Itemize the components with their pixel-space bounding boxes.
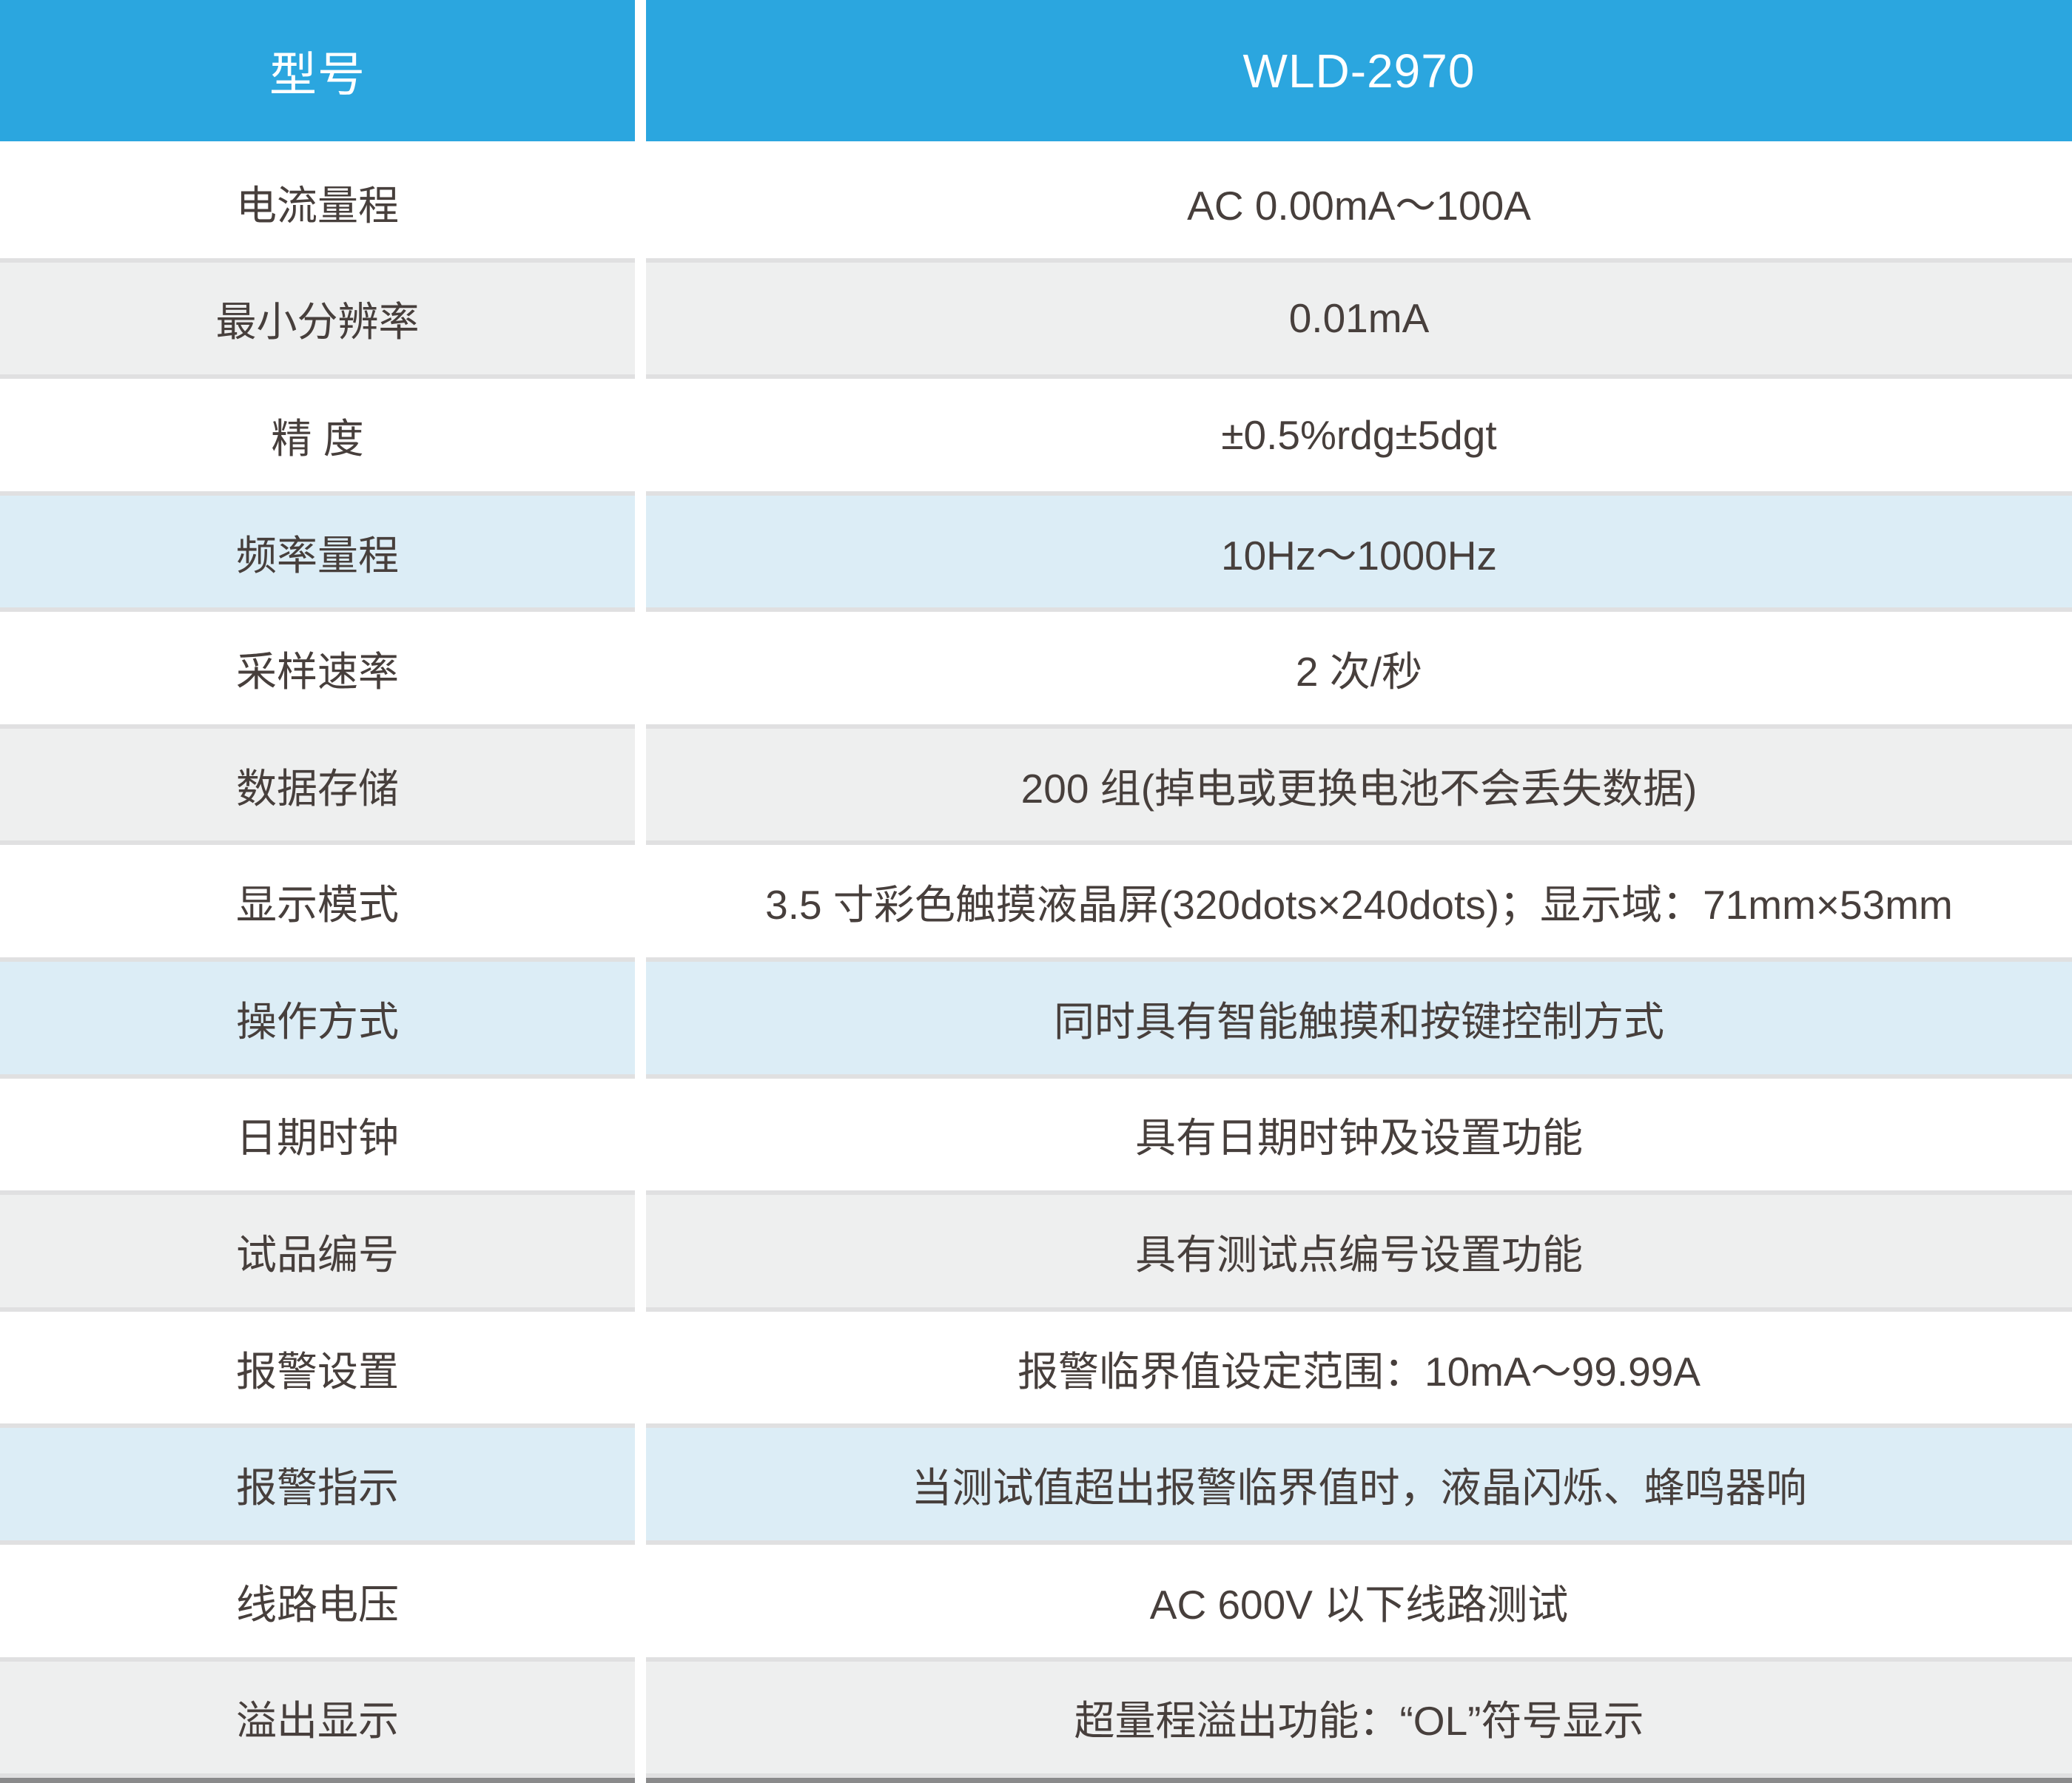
spec-label: 显示模式 <box>0 845 635 958</box>
row-separator <box>646 724 2072 729</box>
row-separator <box>646 1423 2072 1429</box>
row-separator <box>646 257 2072 263</box>
spec-value: AC 0.00mA～100A <box>646 146 2072 258</box>
spec-value: 超量程溢出功能：“OL”符号显示 <box>646 1661 2072 1774</box>
spec-label: 频率量程 <box>0 495 635 608</box>
header-separator <box>0 141 635 146</box>
spec-value: 10Hz～1000Hz <box>646 495 2072 608</box>
row-separator <box>0 257 635 263</box>
row-separator <box>646 1656 2072 1662</box>
spec-label: 试品编号 <box>0 1195 635 1307</box>
spec-value: 0.01mA <box>646 262 2072 375</box>
row-separator <box>646 840 2072 846</box>
row-separator <box>646 1773 2072 1779</box>
spec-value: 具有测试点编号设置功能 <box>646 1195 2072 1307</box>
spec-label: 数据存储 <box>0 728 635 841</box>
row-separator <box>646 1540 2072 1545</box>
row-separator <box>0 1773 635 1779</box>
row-separator <box>0 1073 635 1079</box>
row-separator <box>646 1307 2072 1312</box>
value-column: WLD-2970 AC 0.00mA～100A 0.01mA ±0.5%rdg±5d… <box>646 0 2072 1783</box>
row-separator <box>646 374 2072 380</box>
bottom-edge-strip <box>0 1778 635 1783</box>
row-separator <box>0 607 635 613</box>
row-separator <box>646 491 2072 496</box>
row-separator <box>0 957 635 963</box>
row-separator <box>0 374 635 380</box>
spec-value: 3.5 寸彩色触摸液晶屏(320dots×240dots)；显示域：71mm×5… <box>646 845 2072 958</box>
row-separator <box>0 1540 635 1545</box>
spec-value: 具有日期时钟及设置功能 <box>646 1078 2072 1191</box>
row-separator <box>0 1307 635 1312</box>
spec-value: 同时具有智能触摸和按键控制方式 <box>646 962 2072 1074</box>
spec-value: 报警临界值设定范围：10mA～99.99A <box>646 1311 2072 1424</box>
model-header-label: 型号 <box>0 0 635 141</box>
bottom-edge-strip <box>646 1778 2072 1783</box>
row-separator <box>0 491 635 496</box>
spec-label: 操作方式 <box>0 962 635 1074</box>
spec-label: 溢出显示 <box>0 1661 635 1774</box>
model-header-value: WLD-2970 <box>646 0 2072 141</box>
spec-label: 电流量程 <box>0 146 635 258</box>
spec-label: 线路电压 <box>0 1544 635 1657</box>
spec-label: 报警设置 <box>0 1311 635 1424</box>
spec-label: 报警指示 <box>0 1428 635 1540</box>
header-separator <box>646 141 2072 146</box>
row-separator <box>646 1190 2072 1196</box>
label-column: 型号 电流量程 最小分辨率精 度频率量程 采样速率 数据存储 显示模式 操作方式 日期时钟试… <box>0 0 635 1783</box>
spec-value: 2 次/秒 <box>646 612 2072 724</box>
spec-label: 采样速率 <box>0 612 635 724</box>
row-separator <box>0 840 635 846</box>
row-separator <box>646 607 2072 613</box>
spec-value: AC 600V 以下线路测试 <box>646 1544 2072 1657</box>
spec-value: ±0.5%rdg±5dgt <box>646 379 2072 491</box>
row-separator <box>646 957 2072 963</box>
row-separator <box>0 724 635 729</box>
row-separator <box>0 1656 635 1662</box>
row-separator <box>0 1423 635 1429</box>
spec-value: 当测试值超出报警临界值时，液晶闪烁、蜂鸣器响 <box>646 1428 2072 1540</box>
spec-label: 最小分辨率 <box>0 262 635 375</box>
spec-value: 200 组(掉电或更换电池不会丢失数据) <box>646 728 2072 841</box>
row-separator <box>646 1073 2072 1079</box>
row-separator <box>0 1190 635 1196</box>
spec-label: 日期时钟 <box>0 1078 635 1191</box>
spec-label: 精 度 <box>0 379 635 491</box>
